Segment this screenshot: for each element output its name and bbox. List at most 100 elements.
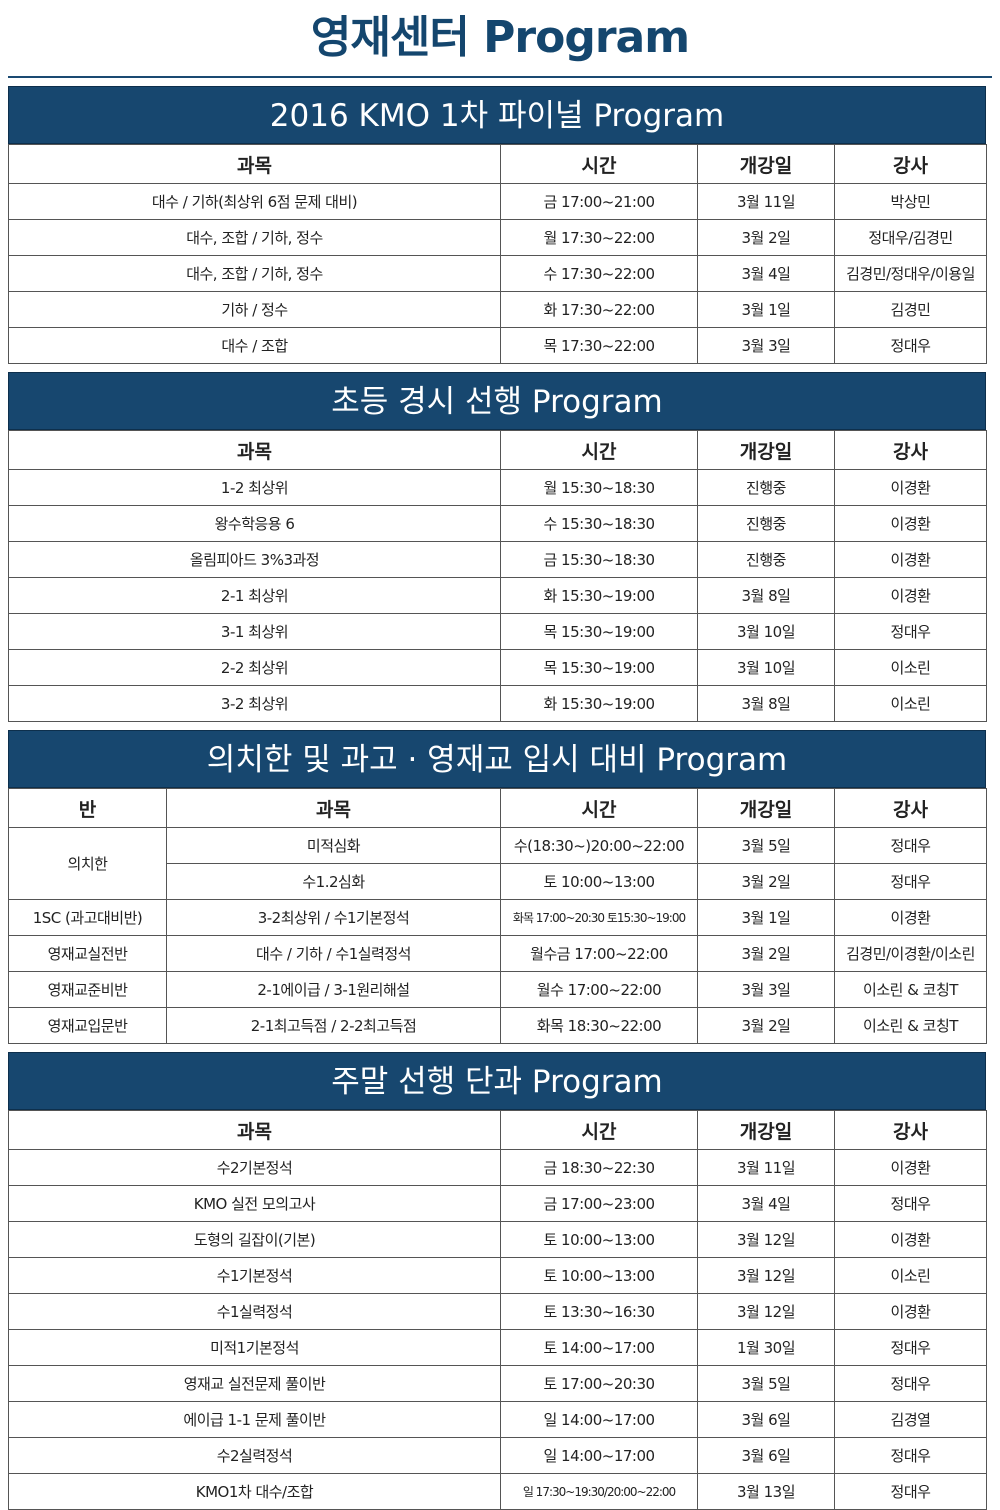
table-cell: 3월 13일 bbox=[697, 1473, 835, 1510]
table-cell: 정대우 bbox=[834, 1365, 987, 1402]
table-row: KMO 실전 모의고사 금 17:00~23:00 3월 4일 정대우 bbox=[8, 1185, 987, 1222]
table-row: 2-2 최상위 목 15:30~19:00 3월 10일 이소린 bbox=[8, 649, 987, 686]
schedule-table: 과목 시간 개강일 강사 1-2 최상위 월 15:30~18:30 진행중 이경환 왕수학응용… bbox=[8, 430, 987, 722]
table-row: 수2실력정석 일 14:00~17:00 3월 6일 정대우 bbox=[8, 1437, 987, 1474]
table-cell: 3월 10일 bbox=[697, 649, 835, 686]
column-header: 시간 bbox=[500, 430, 698, 470]
table-cell: 화목 17:00~20:30 토15:30~19:00 bbox=[500, 899, 698, 936]
table-cell: 의치한 bbox=[8, 827, 167, 900]
table-cell: 정대우 bbox=[834, 1437, 987, 1474]
column-header: 강사 bbox=[834, 1110, 987, 1150]
table-cell: 이소린 bbox=[834, 1257, 987, 1294]
column-header: 반 bbox=[8, 788, 167, 828]
column-header: 개강일 bbox=[697, 1110, 835, 1150]
table-cell: 이경환 bbox=[834, 541, 987, 578]
table-cell: 수2기본정석 bbox=[8, 1149, 501, 1186]
table-cell: 3월 1일 bbox=[697, 291, 835, 328]
table-cell: 2-1 최상위 bbox=[8, 577, 501, 614]
table-cell: 3월 3일 bbox=[697, 327, 835, 364]
table-cell: 목 15:30~19:00 bbox=[500, 649, 698, 686]
table-cell: 1월 30일 bbox=[697, 1329, 835, 1366]
table-cell: 정대우 bbox=[834, 1329, 987, 1366]
table-cell: 영재교입문반 bbox=[8, 1007, 167, 1044]
table-row: 수1기본정석 토 10:00~13:00 3월 12일 이소린 bbox=[8, 1257, 987, 1294]
section-title: 의치한 및 과고 · 영재교 입시 대비 Program bbox=[8, 730, 986, 788]
column-header: 강사 bbox=[834, 430, 987, 470]
table-row: 의치한 미적심화 수(18:30~)20:00~22:00 3월 5일 정대우 bbox=[8, 827, 987, 900]
table-cell: 3월 6일 bbox=[697, 1401, 835, 1438]
table-cell: 영재교준비반 bbox=[8, 971, 167, 1008]
table-cell: 대수, 조합 / 기하, 정수 bbox=[8, 255, 501, 292]
table-cell: 3월 5일 bbox=[697, 1365, 835, 1402]
table-cell: 정대우 bbox=[834, 613, 987, 650]
table-row: 대수, 조합 / 기하, 정수 월 17:30~22:00 3월 2일 정대우/김경민 bbox=[8, 219, 987, 256]
table-cell: KMO1차 대수/조합 bbox=[8, 1473, 501, 1510]
table-row: 에이급 1-1 문제 풀이반 일 14:00~17:00 3월 6일 김경열 bbox=[8, 1401, 987, 1438]
table-row: 영재교 실전문제 풀이반 토 17:00~20:30 3월 5일 정대우 bbox=[8, 1365, 987, 1402]
schedule-table: 과목 시간 개강일 강사 수2기본정석 금 18:30~22:30 3월 11일 이경환 KMO… bbox=[8, 1110, 987, 1510]
table-cell: 3월 2일 bbox=[697, 863, 835, 900]
column-header: 과목 bbox=[8, 144, 501, 184]
section-title: 초등 경시 선행 Program bbox=[8, 372, 986, 430]
table-cell: 왕수학응용 6 bbox=[8, 505, 501, 542]
table-cell: 일 14:00~17:00 bbox=[500, 1437, 698, 1474]
table-cell: 2-2 최상위 bbox=[8, 649, 501, 686]
table-cell: 이경환 bbox=[834, 1149, 987, 1186]
section-title: 주말 선행 단과 Program bbox=[8, 1052, 986, 1110]
section: 초등 경시 선행 Program 과목 시간 개강일 강사 1-2 최상위 월 15:30~… bbox=[8, 372, 987, 722]
table-row: 도형의 길잡이(기본) 토 10:00~13:00 3월 12일 이경환 bbox=[8, 1221, 987, 1258]
table-cell: 2-1에이급 / 3-1원리해설 bbox=[166, 971, 501, 1008]
column-header: 강사 bbox=[834, 788, 987, 828]
table-row: 대수 / 조합 목 17:30~22:00 3월 3일 정대우 bbox=[8, 327, 987, 364]
table-cell: 목 17:30~22:00 bbox=[500, 327, 698, 364]
table-cell: 3월 11일 bbox=[697, 183, 835, 220]
table-cell: 수1기본정석 bbox=[8, 1257, 501, 1294]
table-cell: 대수 / 기하(최상위 6점 문제 대비) bbox=[8, 183, 501, 220]
header-row: 과목 시간 개강일 강사 bbox=[8, 430, 987, 470]
section: 의치한 및 과고 · 영재교 입시 대비 Program 반 과목 시간 개강일 강사 의치… bbox=[8, 730, 987, 1044]
table-row: 수1.2심화 토 10:00~13:00 3월 2일 정대우 bbox=[9, 863, 987, 900]
column-header: 개강일 bbox=[697, 144, 835, 184]
table-cell: 토 10:00~13:00 bbox=[500, 1257, 698, 1294]
table-cell: 3월 2일 bbox=[697, 1007, 835, 1044]
table-cell: 3월 4일 bbox=[697, 1185, 835, 1222]
column-header: 강사 bbox=[834, 144, 987, 184]
table-cell: 이소린 bbox=[834, 685, 987, 722]
table-cell: 1-2 최상위 bbox=[8, 469, 501, 506]
table-cell: 3월 3일 bbox=[697, 971, 835, 1008]
table-cell: 수1.2심화 bbox=[166, 863, 501, 900]
table-cell: 3월 8일 bbox=[697, 685, 835, 722]
column-header: 시간 bbox=[500, 144, 698, 184]
table-cell: 올림피아드 3%3과정 bbox=[8, 541, 501, 578]
table-cell: 대수 / 조합 bbox=[8, 327, 501, 364]
table-cell: 3월 12일 bbox=[697, 1293, 835, 1330]
table-row: 1-2 최상위 월 15:30~18:30 진행중 이경환 bbox=[8, 469, 987, 506]
table-cell: 김경열 bbox=[834, 1401, 987, 1438]
table-cell: 3월 1일 bbox=[697, 899, 835, 936]
table-row: 1SC (과고대비반) 3-2최상위 / 수1기본정석 화목 17:00~20:30… bbox=[8, 899, 987, 936]
table-cell: 정대우 bbox=[834, 1185, 987, 1222]
table-row: 미적1기본정석 토 14:00~17:00 1월 30일 정대우 bbox=[8, 1329, 987, 1366]
table-cell: 진행중 bbox=[697, 505, 835, 542]
table-cell: 대수 / 기하 / 수1실력정석 bbox=[166, 935, 501, 972]
table-row: 대수, 조합 / 기하, 정수 수 17:30~22:00 3월 4일 김경민/정대우… bbox=[8, 255, 987, 292]
table-cell: 3월 5일 bbox=[697, 827, 835, 864]
table-row: 대수 / 기하(최상위 6점 문제 대비) 금 17:00~21:00 3월 11일… bbox=[8, 183, 987, 220]
table-row: 수1실력정석 토 13:30~16:30 3월 12일 이경환 bbox=[8, 1293, 987, 1330]
table-cell: 토 10:00~13:00 bbox=[500, 863, 698, 900]
table-cell: 3-2 최상위 bbox=[8, 685, 501, 722]
table-row: 3-2 최상위 화 15:30~19:00 3월 8일 이소린 bbox=[8, 685, 987, 722]
table-cell: 수1실력정석 bbox=[8, 1293, 501, 1330]
table-cell: 김경민/정대우/이용일 bbox=[834, 255, 987, 292]
table-cell: 3월 8일 bbox=[697, 577, 835, 614]
table-cell: 수(18:30~)20:00~22:00 bbox=[500, 827, 698, 864]
header-row: 반 과목 시간 개강일 강사 bbox=[8, 788, 987, 828]
table-cell: 3월 2일 bbox=[697, 219, 835, 256]
table-cell: 이경환 bbox=[834, 469, 987, 506]
table-row: 2-1 최상위 화 15:30~19:00 3월 8일 이경환 bbox=[8, 577, 987, 614]
table-cell: 이경환 bbox=[834, 505, 987, 542]
section-title: 2016 KMO 1차 파이널 Program bbox=[8, 86, 986, 144]
column-header: 과목 bbox=[8, 1110, 501, 1150]
